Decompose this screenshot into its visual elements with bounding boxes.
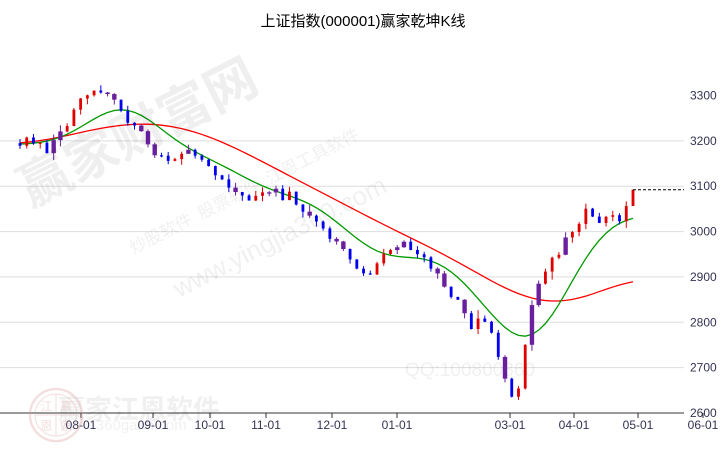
svg-text:01-01: 01-01	[382, 418, 413, 432]
svg-text:12-01: 12-01	[317, 418, 348, 432]
svg-text:3100: 3100	[690, 179, 717, 193]
svg-text:2800: 2800	[690, 315, 717, 329]
svg-text:11-01: 11-01	[251, 418, 281, 432]
svg-text:家: 家	[60, 418, 72, 433]
svg-text:2900: 2900	[690, 270, 717, 284]
svg-text:2700: 2700	[690, 361, 717, 375]
svg-text:3200: 3200	[690, 134, 717, 148]
svg-text:恩: 恩	[40, 419, 52, 433]
svg-text:06-01: 06-01	[688, 418, 719, 432]
svg-text:赢: 赢	[60, 399, 72, 414]
svg-text:04-01: 04-01	[559, 418, 590, 432]
svg-text:3300: 3300	[690, 89, 717, 103]
svg-text:江: 江	[40, 400, 52, 414]
svg-text:05-01: 05-01	[623, 418, 654, 432]
svg-text:3000: 3000	[690, 225, 717, 239]
svg-text:03-01: 03-01	[495, 418, 526, 432]
